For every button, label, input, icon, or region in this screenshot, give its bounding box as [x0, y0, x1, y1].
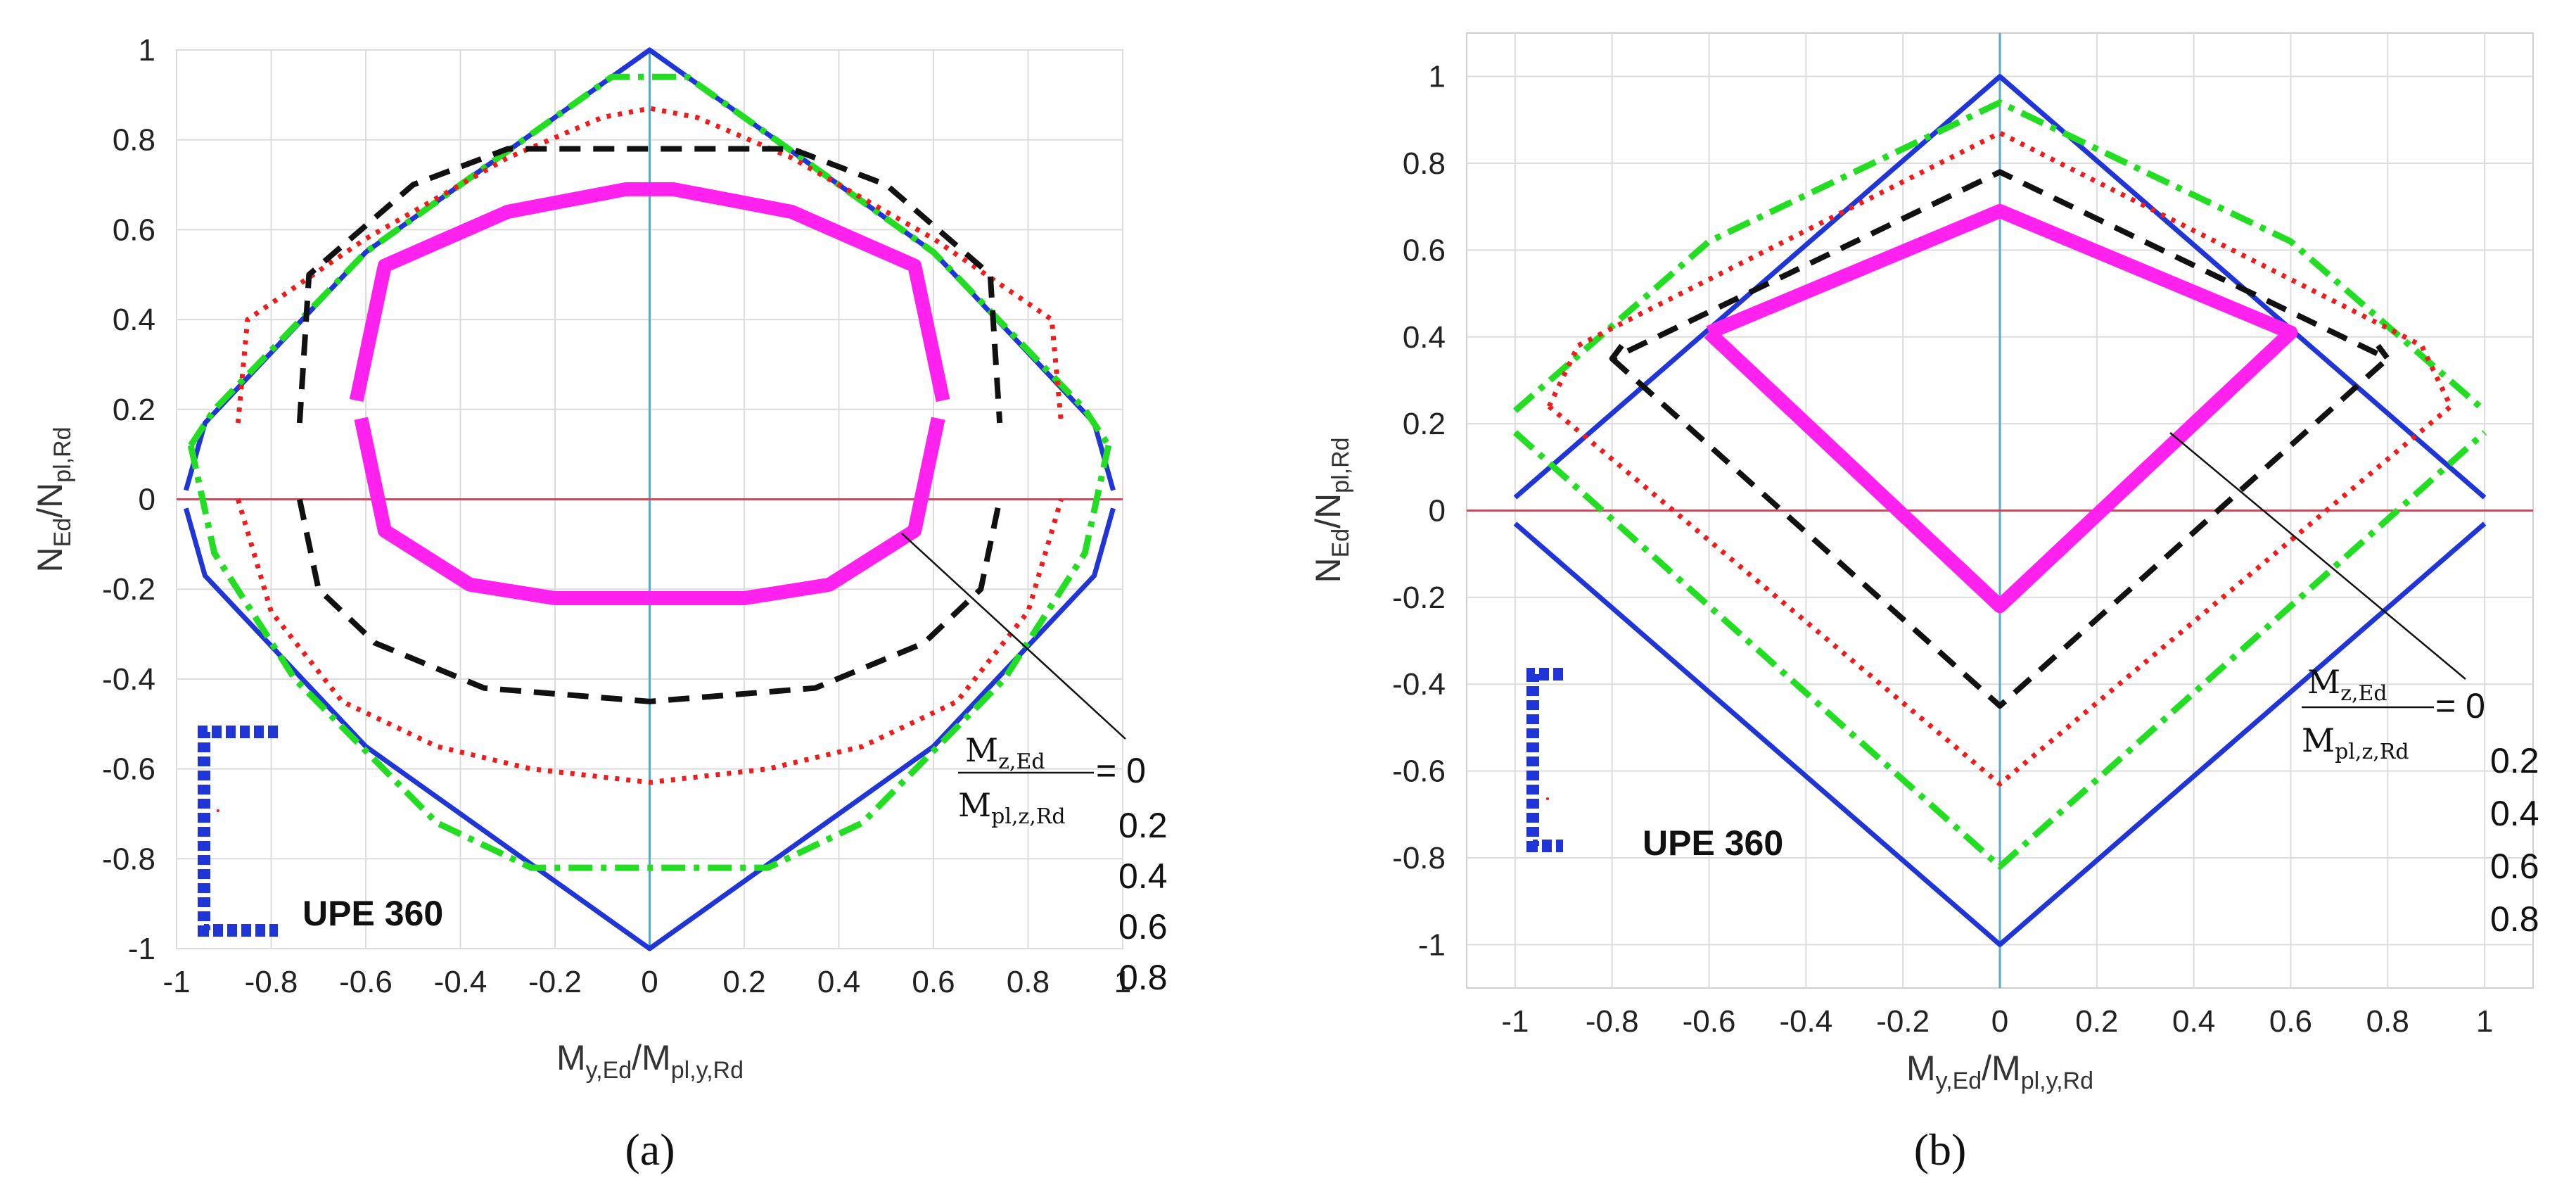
- x-tick-label: 0: [641, 965, 658, 999]
- legend-value-1-b: 0.2: [2490, 741, 2539, 780]
- y-ticks-a: 1 0.8 0.6 0.4 0.2 0 -0.2 -0.4 -0.6 -0.8 -1: [102, 33, 155, 966]
- y-ticks-b: 1 0.8 0.6 0.4 0.2 0 -0.2 -0.4 -0.6 -0.8 -1: [1392, 60, 1446, 963]
- y-tick-label: -1: [1418, 928, 1446, 962]
- series-line-mz-0_6: [1609, 169, 2391, 709]
- section-label-b: UPE 360: [1643, 823, 1783, 863]
- series-line-mz-0_2: [1512, 99, 2487, 870]
- panel-label-a: (a): [625, 1125, 675, 1175]
- zero-lines-a: [177, 50, 1123, 949]
- legend-fraction-denominator-b: Mpl,z,Rd: [2302, 721, 2409, 764]
- x-tick-label: 0.6: [2269, 1004, 2312, 1039]
- x-tick-label: 1: [1114, 965, 1131, 999]
- legend-fraction-numerator-a: Mz,Ed: [965, 731, 1045, 774]
- legend-value-0-b: = 0: [2435, 686, 2485, 726]
- legend-value-1-a: 0.2: [1118, 806, 1168, 845]
- legend-b: Mz,Ed Mpl,z,Rd = 0 0.2 0.4 0.6 0.8: [2302, 663, 2539, 939]
- legend-value-3-a: 0.6: [1118, 907, 1168, 947]
- x-ticks-b: -1 -0.8 -0.6 -0.4 -0.2 0 0.2 0.4 0.6 0.8 1: [1501, 1004, 2493, 1039]
- upe-section-icon-b: [1526, 668, 1563, 852]
- y-tick-label: -0.6: [1392, 754, 1446, 789]
- x-tick-label: -0.6: [339, 965, 393, 999]
- x-tick-label: -0.2: [1876, 1004, 1930, 1039]
- x-tick-label: 0.8: [2366, 1004, 2409, 1039]
- series-group-a: [184, 47, 1116, 951]
- legend-value-0-a: = 0: [1096, 751, 1146, 790]
- y-tick-label: 0.2: [1403, 407, 1446, 441]
- y-axis-label-a: NEd/Npl,Rd: [30, 426, 76, 572]
- y-tick-label: -0.2: [1392, 581, 1446, 615]
- x-tick-label: -1: [1501, 1004, 1529, 1039]
- x-ticks-a: -1 -0.8 -0.6 -0.4 -0.2 0 0.2 0.4 0.6 0.8 1: [162, 965, 1131, 999]
- y-axis-label-b: NEd/Npl,Rd: [1308, 437, 1354, 583]
- series-line-mz-0: [1513, 74, 2487, 947]
- series-group-b: [1512, 74, 2487, 947]
- y-tick-label: -1: [128, 932, 155, 966]
- x-tick-label: 1: [2476, 1004, 2493, 1039]
- y-tick-label: 0: [1429, 494, 1446, 528]
- legend-value-2-a: 0.4: [1118, 856, 1168, 896]
- series-line-mz-0_4: [235, 106, 1064, 785]
- y-tick-label: -0.4: [1392, 667, 1446, 702]
- x-tick-label: -0.2: [528, 965, 582, 999]
- panel-a: -1 -0.8 -0.6 -0.4 -0.2 0 0.2 0.4 0.6 0.8 1 10.80.6…: [30, 33, 1168, 1175]
- legend-a: Mz,Ed Mpl,z,Rd = 0 0.2 0.4 0.6 0.8: [958, 731, 1168, 997]
- y-tick-label: 0.8: [113, 123, 155, 158]
- series-line-mz-0_6: [296, 146, 1003, 704]
- y-tick-label: 0: [139, 483, 155, 517]
- series-line-mz-0_8: [349, 182, 950, 605]
- x-tick-label: -1: [162, 965, 190, 999]
- x-tick-label: -0.8: [1586, 1004, 1639, 1039]
- section-label-a: UPE 360: [302, 894, 443, 933]
- x-tick-label: 0.2: [722, 965, 765, 999]
- x-tick-label: 0.4: [817, 965, 860, 999]
- y-tick-label: -0.4: [102, 662, 155, 697]
- legend-fraction-numerator-b: Mz,Ed: [2307, 663, 2387, 706]
- panel-b: -1 -0.8 -0.6 -0.4 -0.2 0 0.2 0.4 0.6 0.8 1 1 0.8 0.6…: [1308, 32, 2539, 1175]
- x-tick-label: 0.6: [912, 965, 955, 999]
- x-tick-label: 0: [1991, 1004, 2008, 1039]
- legend-leader-b: [2169, 432, 2466, 680]
- panel-label-b: (b): [1914, 1125, 1967, 1175]
- y-tick-label: 1: [139, 33, 155, 68]
- upe-section-icon-a: [198, 726, 278, 937]
- legend-leader-a: [901, 533, 1126, 740]
- y-tick-label: 0.4: [1403, 320, 1446, 355]
- y-tick-label: 0.6: [1403, 233, 1446, 267]
- y-tick-label: 0.8: [1403, 146, 1446, 181]
- y-tick-label: -0.2: [102, 572, 155, 607]
- y-tick-label: 0.6: [113, 213, 155, 247]
- x-tick-label: -0.4: [434, 965, 487, 999]
- y-tick-label: 1: [1429, 60, 1446, 94]
- legend-fraction-denominator-a: Mpl,z,Rd: [958, 786, 1066, 829]
- y-tick-label: -0.8: [1392, 841, 1446, 875]
- y-tick-label: -0.8: [102, 842, 155, 876]
- y-tick-label: 0.4: [113, 303, 155, 337]
- x-tick-label: 0.8: [1007, 965, 1050, 999]
- x-tick-label: -0.4: [1779, 1004, 1832, 1039]
- zero-lines-b: [1467, 33, 2533, 988]
- series-line-mz-0_4: [1546, 130, 2454, 787]
- x-tick-label: -0.6: [1683, 1004, 1736, 1039]
- legend-value-3-b: 0.6: [2490, 847, 2539, 886]
- y-tick-label: -0.6: [102, 752, 155, 787]
- legend-value-2-b: 0.4: [2490, 794, 2539, 833]
- legend-value-4-b: 0.8: [2490, 899, 2539, 939]
- x-tick-label: -0.8: [245, 965, 298, 999]
- x-tick-label: 0.4: [2172, 1004, 2215, 1039]
- y-tick-label: 0.2: [113, 393, 155, 427]
- legend-value-4-a: 0.8: [1118, 958, 1168, 997]
- x-tick-label: 0.2: [2075, 1004, 2118, 1039]
- series-line-mz-0_8: [1704, 203, 2298, 614]
- x-axis-label-a: My,Ed/Mpl,y,Rd: [556, 1038, 744, 1084]
- x-axis-label-b: My,Ed/Mpl,y,Rd: [1906, 1049, 2093, 1094]
